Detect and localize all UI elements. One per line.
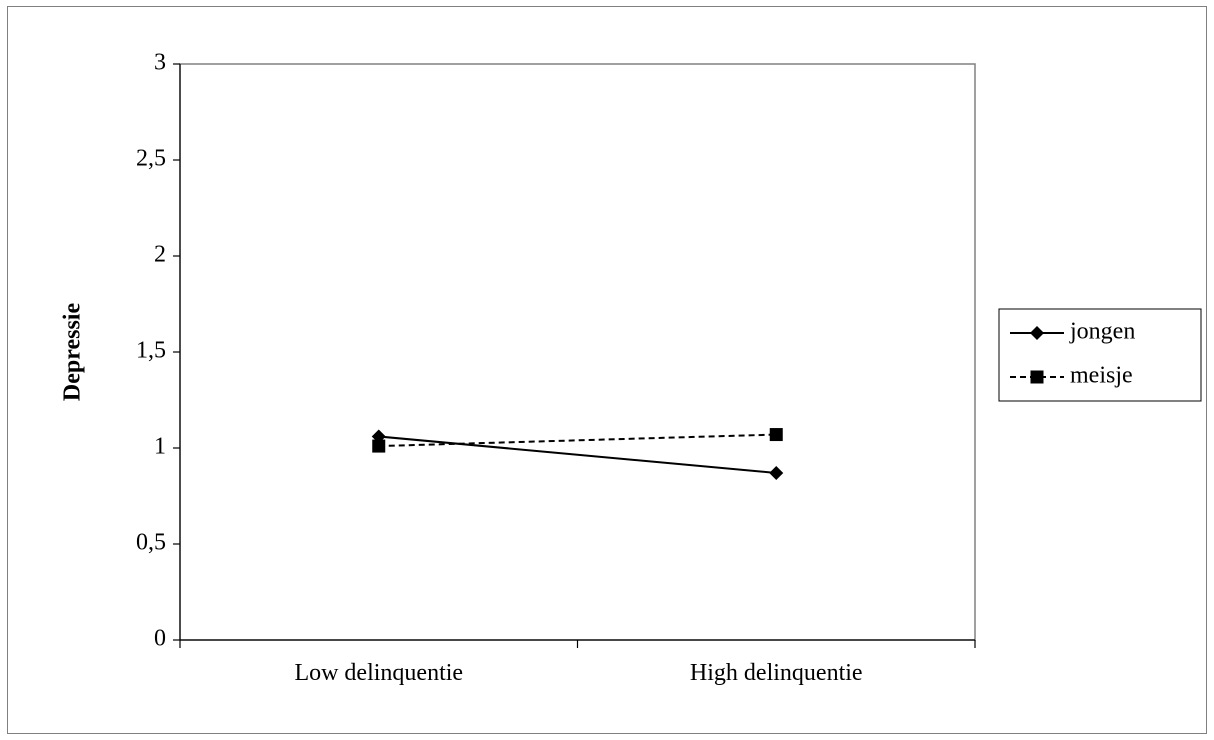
- legend-label: meisje: [1070, 363, 1133, 389]
- axes: 0 0,5 1 1,5 2 2,5 3 Low delinquentie High delinq…: [136, 50, 976, 686]
- data-point-meisje: [372, 439, 386, 453]
- y-tick-label: 2: [154, 242, 166, 268]
- x-category-label: High delinquentie: [690, 660, 863, 686]
- series-line-jongen: [378, 435, 777, 474]
- y-tick-label: 1: [154, 434, 166, 460]
- x-category-label: Low delinquentie: [294, 660, 463, 686]
- y-tick-label: 3: [154, 50, 166, 76]
- legend-marker: [1030, 326, 1044, 340]
- y-axis-label: Depressie: [60, 303, 86, 402]
- y-tick-label: 1,5: [136, 338, 166, 364]
- y-tick-label: 2,5: [136, 146, 166, 172]
- y-tick-label: 0: [154, 626, 166, 652]
- legend-marker: [1030, 370, 1044, 384]
- legend: jongen meisje: [998, 308, 1202, 402]
- legend-box: [998, 308, 1202, 402]
- series-meisje: [372, 428, 783, 453]
- legend-entry-meisje: meisje: [1010, 363, 1133, 389]
- data-point-jongen: [769, 465, 784, 480]
- legend-entry-jongen: jongen: [1010, 319, 1135, 345]
- legend-label: jongen: [1069, 319, 1135, 345]
- y-tick-label: 0,5: [136, 530, 166, 556]
- data-point-meisje: [769, 428, 783, 442]
- series-layer: [371, 428, 784, 480]
- series-line-meisje: [378, 433, 777, 448]
- plot-area: [179, 63, 976, 641]
